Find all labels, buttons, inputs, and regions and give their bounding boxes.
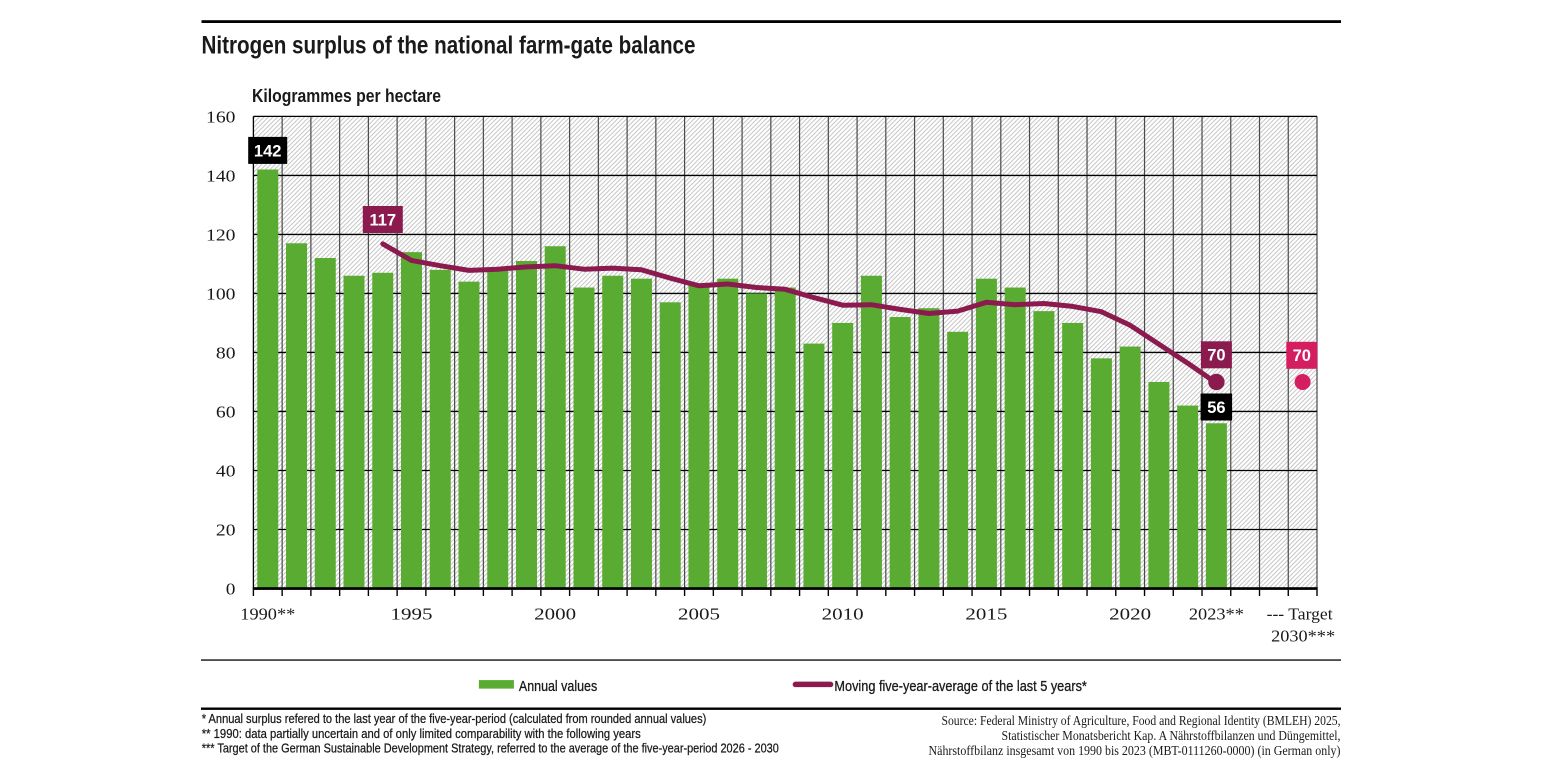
svg-text:0: 0 bbox=[226, 580, 236, 599]
svg-text:2023**: 2023** bbox=[1189, 605, 1244, 624]
svg-text:2005: 2005 bbox=[678, 605, 720, 624]
svg-text:--- Target: --- Target bbox=[1267, 605, 1333, 624]
svg-text:2000: 2000 bbox=[534, 605, 576, 624]
svg-text:160: 160 bbox=[206, 108, 236, 127]
svg-text:Statistischer Monatsbericht Ka: Statistischer Monatsbericht Kap. A Nährs… bbox=[1002, 728, 1341, 743]
svg-text:140: 140 bbox=[206, 167, 236, 186]
svg-text:* Annual surplus refered to th: * Annual surplus refered to the last yea… bbox=[202, 711, 707, 726]
svg-text:2010: 2010 bbox=[822, 605, 864, 624]
svg-text:1990**: 1990** bbox=[240, 605, 295, 624]
svg-text:100: 100 bbox=[206, 285, 236, 304]
svg-text:70: 70 bbox=[1207, 347, 1225, 365]
svg-text:2015: 2015 bbox=[965, 605, 1007, 624]
svg-text:20: 20 bbox=[216, 521, 236, 540]
svg-text:Nitrogen surplus of the nation: Nitrogen surplus of the national farm-ga… bbox=[202, 32, 696, 60]
svg-text:Annual values: Annual values bbox=[519, 678, 597, 695]
svg-text:117: 117 bbox=[369, 211, 396, 229]
svg-text:*** Target of the German Susta: *** Target of the German Sustainable Dev… bbox=[202, 740, 779, 755]
svg-text:142: 142 bbox=[254, 142, 282, 160]
svg-text:40: 40 bbox=[216, 462, 236, 481]
svg-text:80: 80 bbox=[216, 344, 236, 363]
svg-text:Nährstoffbilanz insgesamt von: Nährstoffbilanz insgesamt von 1990 bis 2… bbox=[929, 743, 1341, 758]
svg-text:2030***: 2030*** bbox=[1271, 627, 1335, 646]
svg-text:2020: 2020 bbox=[1109, 605, 1151, 624]
svg-text:Moving five-year-average of th: Moving five-year-average of the last 5 y… bbox=[834, 678, 1087, 695]
svg-text:1995: 1995 bbox=[391, 605, 433, 624]
svg-text:120: 120 bbox=[206, 226, 236, 245]
svg-text:Kilogrammes per hectare: Kilogrammes per hectare bbox=[252, 86, 441, 106]
svg-text:** 1990: data partially uncert: ** 1990: data partially uncertain and of… bbox=[202, 726, 641, 741]
svg-text:56: 56 bbox=[1207, 399, 1225, 417]
svg-text:60: 60 bbox=[216, 403, 236, 422]
svg-text:Source: Federal Ministry of Ag: Source: Federal Ministry of Agriculture,… bbox=[942, 713, 1341, 728]
svg-text:70: 70 bbox=[1293, 347, 1311, 365]
